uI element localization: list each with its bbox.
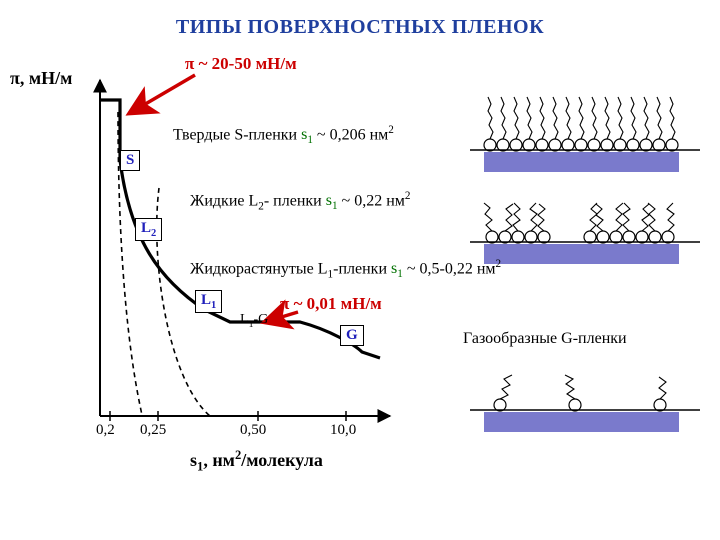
annotation-solid: Твердые S-пленки s1 ~ 0,206 нм2 (173, 124, 394, 147)
cartoon-s (470, 97, 700, 172)
annotation-l1g: L1-G (240, 312, 268, 330)
y-axis-label: π, мН/м (10, 68, 72, 89)
x-tick-4: 10,0 (330, 422, 356, 439)
phase-box-s: S (120, 150, 140, 171)
phase-box-g: G (340, 325, 364, 346)
x-tick-3: 0,50 (240, 422, 266, 439)
cartoon-l2 (470, 203, 700, 264)
annotation-pi-low: π ~ 0,01 мН/м (280, 294, 382, 314)
x-tick-2: 0,25 (140, 422, 166, 439)
x-axis-label: s1, нм2/молекула (190, 448, 323, 475)
x-tick-1: 0,2 (96, 422, 115, 439)
cartoon-g (470, 375, 700, 432)
phase-box-l1: L1 (195, 290, 222, 313)
annotation-pi-high: π ~ 20-50 мН/м (185, 54, 297, 74)
annotation-gas: Газообразные G-пленки (463, 330, 627, 348)
phase-box-l2: L2 (135, 218, 162, 241)
annotation-liquid2: Жидкие L2- пленки s1 ~ 0,22 нм2 (190, 190, 410, 213)
annotation-liquid1: Жидкорастянутые L1-пленки s1 ~ 0,5-0,22 … (190, 258, 501, 281)
